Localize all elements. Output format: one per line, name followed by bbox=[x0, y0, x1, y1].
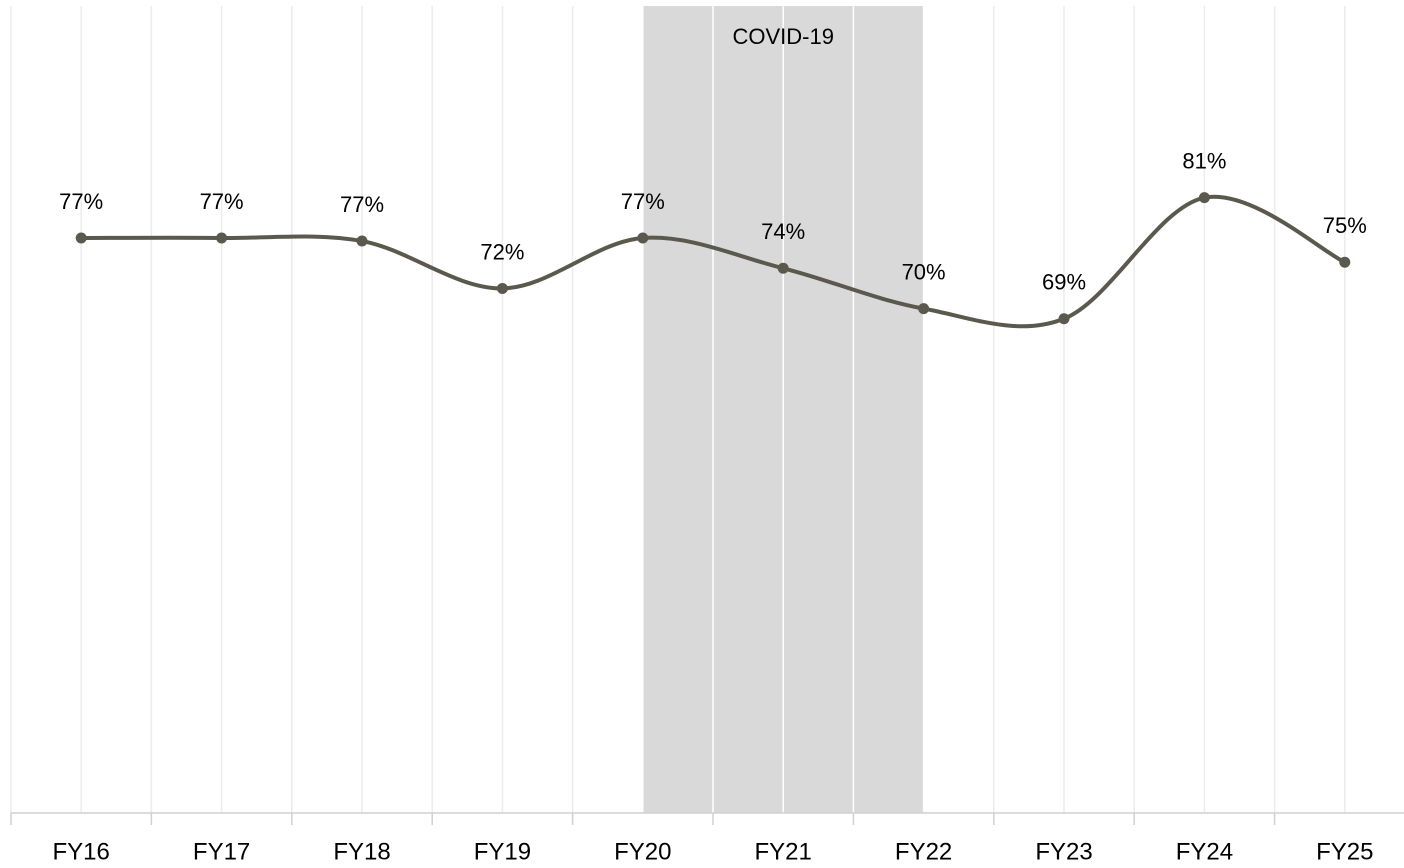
data-label: 72% bbox=[480, 239, 524, 264]
data-point bbox=[637, 232, 649, 244]
data-label: 81% bbox=[1182, 148, 1226, 173]
x-tick-label: FY24 bbox=[1176, 838, 1233, 865]
data-point bbox=[777, 262, 789, 274]
data-label: 77% bbox=[200, 189, 244, 214]
data-label: 75% bbox=[1323, 213, 1367, 238]
data-point bbox=[918, 303, 930, 315]
data-label: 74% bbox=[761, 219, 805, 244]
x-tick-label: FY20 bbox=[614, 838, 671, 865]
x-tick-label: FY21 bbox=[755, 838, 812, 865]
x-tick-label: FY19 bbox=[474, 838, 531, 865]
data-point bbox=[356, 235, 368, 247]
data-label: 77% bbox=[621, 189, 665, 214]
x-tick-label: FY23 bbox=[1035, 838, 1092, 865]
data-label: 77% bbox=[340, 192, 384, 217]
shaded-region-label: COVID-19 bbox=[732, 24, 833, 49]
x-tick-label: FY17 bbox=[193, 838, 250, 865]
data-point bbox=[1339, 256, 1351, 268]
background-layer bbox=[10, 6, 1404, 825]
data-point bbox=[1058, 313, 1070, 325]
foreground-layer: COVID-19 FY16 FY17 FY18 FY19 FY20 FY21 FY22 FY23… bbox=[53, 24, 1374, 866]
data-point bbox=[75, 232, 87, 244]
data-point bbox=[216, 232, 228, 244]
data-line bbox=[81, 194, 1346, 329]
data-label: 69% bbox=[1042, 270, 1086, 295]
x-tick-label: FY25 bbox=[1316, 838, 1373, 865]
data-label: 77% bbox=[59, 189, 103, 214]
data-label: 70% bbox=[902, 259, 946, 284]
x-tick-label: FY16 bbox=[53, 838, 110, 865]
data-point bbox=[1198, 192, 1210, 204]
data-point bbox=[496, 282, 508, 294]
x-tick-label: FY22 bbox=[895, 838, 952, 865]
x-tick-label: FY18 bbox=[333, 838, 390, 865]
